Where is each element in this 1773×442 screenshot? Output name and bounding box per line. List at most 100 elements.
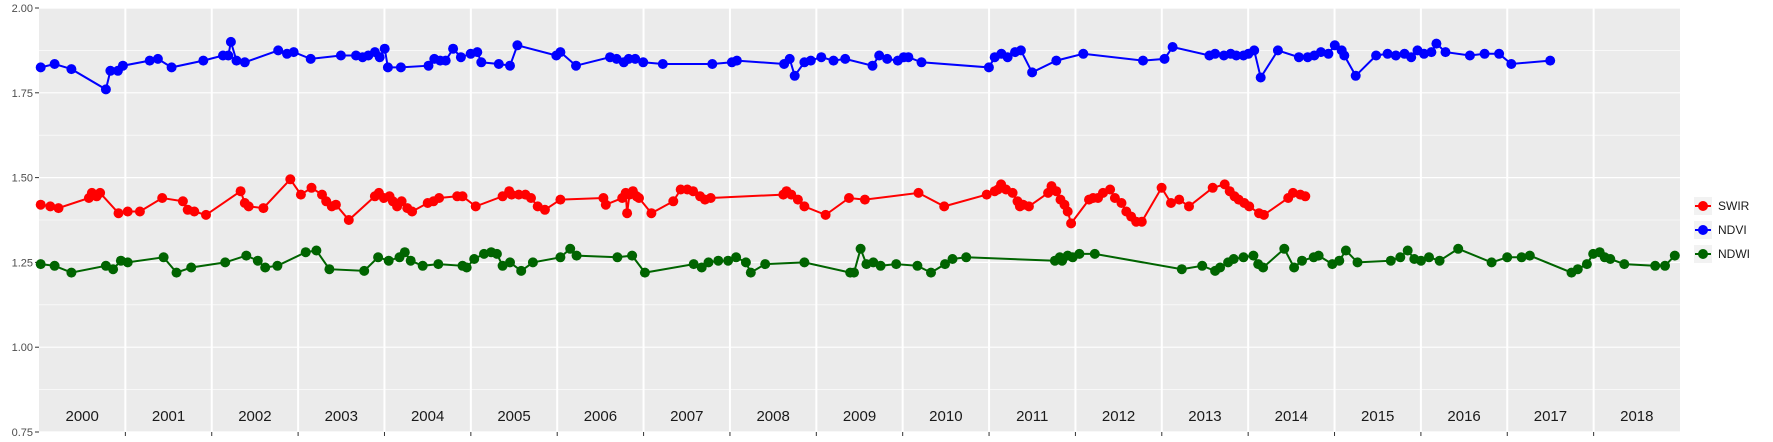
- data-point-ndwi: [469, 254, 480, 264]
- data-point-ndwi: [1424, 252, 1434, 263]
- data-point-swir: [396, 196, 407, 207]
- data-point-ndwi: [383, 255, 394, 266]
- data-point-swir: [799, 201, 810, 212]
- data-point-swir: [859, 194, 870, 205]
- data-point-ndvi: [1078, 48, 1089, 59]
- data-point-ndvi: [1494, 48, 1505, 59]
- data-point-ndvi: [49, 59, 60, 69]
- data-point-ndvi: [239, 57, 250, 68]
- data-point-ndwi: [49, 260, 60, 271]
- year-label: 2003: [325, 408, 358, 425]
- data-point-ndvi: [630, 53, 641, 64]
- legend: SWIR NDVI NDWI: [1694, 197, 1750, 263]
- data-point-ndvi: [1440, 47, 1451, 58]
- data-point-ndvi: [657, 59, 668, 69]
- data-point-swir: [35, 199, 46, 210]
- legend-key-swir: [1694, 197, 1712, 215]
- data-point-ndwi: [260, 262, 271, 273]
- data-point-ndvi: [335, 50, 346, 61]
- data-point-ndwi: [760, 259, 771, 270]
- data-point-ndwi: [940, 259, 950, 270]
- data-point-swir: [792, 194, 803, 205]
- data-point-ndvi: [867, 60, 878, 71]
- data-point-ndwi: [1572, 264, 1583, 275]
- data-point-ndwi: [1228, 254, 1239, 264]
- data-point-ndwi: [1297, 255, 1307, 266]
- data-point-swir: [258, 203, 269, 214]
- data-point-ndwi: [1279, 243, 1290, 254]
- data-point-ndvi: [455, 52, 466, 63]
- data-point-ndvi: [828, 55, 839, 66]
- data-point-swir: [1244, 201, 1255, 212]
- data-point-ndwi: [703, 257, 714, 268]
- data-point-swir: [1116, 198, 1127, 208]
- data-point-ndvi: [440, 55, 451, 66]
- data-point-swir: [235, 186, 246, 197]
- data-point-ndwi: [516, 265, 527, 276]
- data-point-ndwi: [696, 262, 707, 273]
- year-label: 2013: [1188, 408, 1221, 425]
- data-point-ndwi: [1669, 250, 1680, 261]
- data-point-ndvi: [223, 50, 234, 61]
- data-point-swir: [1051, 186, 1062, 197]
- year-label: 2007: [670, 408, 703, 425]
- data-point-swir: [646, 208, 657, 219]
- data-point-swir: [634, 193, 644, 203]
- data-point-ndwi: [417, 260, 428, 271]
- data-point-ndvi: [707, 59, 718, 69]
- data-point-swir: [343, 215, 354, 225]
- data-point-swir: [913, 187, 924, 198]
- data-point-ndvi: [493, 59, 504, 69]
- data-point-swir: [668, 196, 679, 207]
- data-point-ndwi: [926, 267, 936, 278]
- data-point-ndvi: [1479, 48, 1490, 59]
- data-point-ndwi: [1605, 254, 1616, 264]
- data-point-ndwi: [1395, 252, 1406, 263]
- data-point-ndwi: [1074, 248, 1085, 259]
- data-point-swir: [95, 187, 106, 198]
- data-point-ndwi: [1340, 245, 1351, 256]
- year-label: 2015: [1361, 408, 1394, 425]
- data-point-ndvi: [152, 53, 163, 64]
- data-point-ndvi: [1255, 72, 1266, 83]
- data-point-ndvi: [882, 53, 893, 64]
- data-point-ndvi: [1167, 42, 1178, 52]
- data-point-ndwi: [855, 243, 866, 254]
- data-point-ndvi: [144, 55, 155, 66]
- data-point-ndvi: [1051, 55, 1062, 66]
- data-point-ndwi: [1650, 260, 1661, 271]
- data-point-swir: [1258, 209, 1269, 220]
- data-point-swir: [157, 193, 168, 203]
- data-point-ndvi: [840, 53, 851, 64]
- data-point-swir: [306, 182, 317, 193]
- data-point-ndwi: [461, 262, 472, 273]
- data-point-ndvi: [476, 57, 487, 68]
- y-tick-label: 0.75: [12, 427, 33, 439]
- data-point-ndwi: [740, 257, 751, 268]
- data-point-ndwi: [1619, 259, 1630, 270]
- data-point-ndwi: [947, 254, 958, 264]
- data-point-ndvi: [305, 53, 316, 64]
- data-point-ndvi: [1406, 52, 1417, 63]
- data-point-ndwi: [612, 252, 623, 263]
- data-point-ndvi: [448, 43, 459, 54]
- year-label: 2000: [65, 408, 98, 425]
- data-point-swir: [134, 206, 145, 217]
- data-point-ndwi: [1215, 262, 1226, 273]
- legend-label-ndvi: NDVI: [1718, 223, 1747, 237]
- data-point-ndwi: [1502, 252, 1513, 263]
- data-point-ndvi: [35, 62, 46, 73]
- data-point-ndwi: [555, 252, 566, 263]
- year-label: 2009: [843, 408, 876, 425]
- data-point-ndwi: [311, 245, 322, 256]
- data-point-ndwi: [433, 259, 444, 270]
- data-point-ndwi: [1258, 262, 1269, 273]
- data-point-ndwi: [171, 267, 182, 278]
- data-point-ndwi: [399, 247, 410, 258]
- legend-key-ndvi: [1694, 221, 1712, 239]
- data-point-ndwi: [1089, 248, 1100, 259]
- data-point-ndwi: [961, 252, 972, 263]
- data-point-ndvi: [1272, 45, 1283, 56]
- data-point-ndvi: [916, 57, 927, 68]
